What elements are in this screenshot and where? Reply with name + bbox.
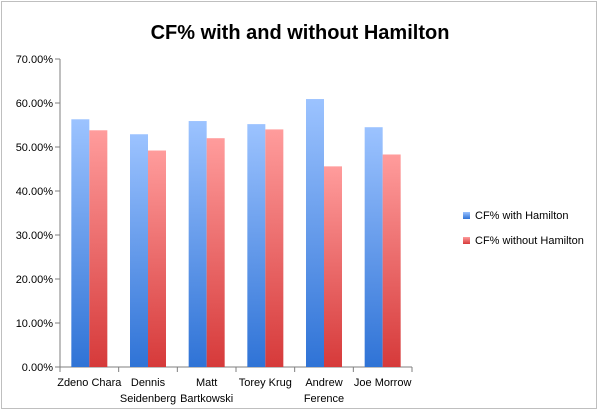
legend-label: CF% with Hamilton [475,210,569,222]
legend-swatch [463,237,470,244]
y-tick-label: 10.00% [16,318,54,330]
bar-with-hamilton [364,127,383,367]
legend-swatch [463,212,470,219]
x-tick-label: Torey Krug [239,377,292,389]
y-tick-label: 50.00% [16,142,54,154]
y-tick-label: 70.00% [16,54,54,66]
y-tick-label: 0.00% [22,362,53,374]
bar-without-hamilton [324,166,342,367]
bar-with-hamilton [306,99,324,367]
y-tick-label: 30.00% [16,230,54,242]
legend-label: CF% without Hamilton [475,235,584,247]
x-tick-label: Joe Morrow [354,377,412,389]
y-tick-label: 60.00% [16,98,54,110]
x-tick-label: Matt Bartkowski [180,377,233,405]
x-tick-label: Andrew Ference [304,377,344,405]
bars [71,99,401,368]
bar-without-hamilton [382,154,401,367]
bar-with-hamilton [71,119,90,367]
bar-without-hamilton [265,129,284,367]
x-tick-label: Dennis Seidenberg [120,377,176,405]
bar-with-hamilton [247,124,266,368]
legend: CF% with Hamilton CF% without Hamilton [463,210,584,247]
y-tick-label: 40.00% [16,186,54,198]
chart-title: CF% with and without Hamilton [151,22,450,44]
bar-with-hamilton [130,134,148,367]
bar-with-hamilton [188,121,207,367]
bar-without-hamilton [89,130,108,367]
y-tick-label: 20.00% [16,274,54,286]
bar-without-hamilton [148,150,166,367]
y-axis: 0.00% 10.00% 20.00% 30.00% 40.00% 50.00% 60.00… [16,54,61,374]
x-tick-label: Zdeno Chara [57,377,122,389]
bar-without-hamilton [206,138,225,367]
